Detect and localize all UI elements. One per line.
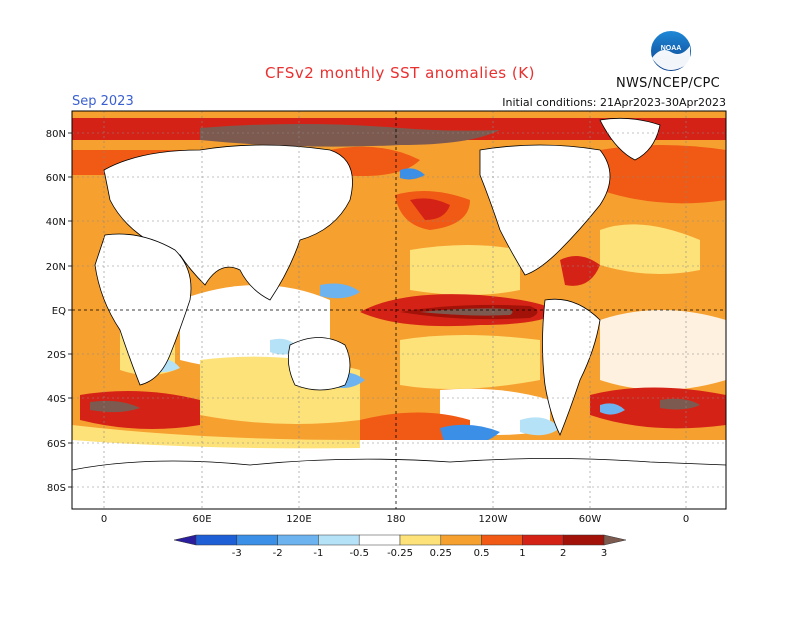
lat-label: 40N — [46, 217, 66, 228]
lon-label: 180 — [386, 514, 405, 525]
colorbar-swatch — [399, 534, 442, 546]
lat-label: 60N — [46, 173, 66, 184]
greenland-land — [599, 117, 661, 161]
colorbar-swatch — [358, 534, 401, 546]
lon-label: 60E — [192, 514, 211, 525]
north-america-land — [479, 144, 611, 276]
land-masses — [72, 117, 726, 509]
antarctica-land — [72, 458, 726, 509]
colorbar-swatch — [236, 534, 278, 546]
lat-label: 40S — [47, 394, 66, 405]
equator-dateline — [72, 111, 726, 509]
africa-land — [94, 233, 192, 386]
lon-label: 60W — [579, 514, 602, 525]
lat-label: EQ — [52, 306, 66, 317]
map-title: CFSv2 monthly SST anomalies (K) — [265, 64, 535, 82]
colorbar-tick-label: 0.5 — [474, 548, 490, 559]
lat-label: 20S — [47, 350, 66, 361]
lon-label: 0 — [683, 514, 689, 525]
forecast-month: Sep 2023 — [72, 94, 134, 109]
lon-labels: 0 60E 120E 180 120W 60W 0 — [101, 514, 689, 525]
colorbar-swatch — [562, 534, 605, 546]
lon-label: 120W — [479, 514, 508, 525]
lat-ticks — [68, 132, 72, 488]
lat-label: 80N — [46, 129, 66, 140]
colorbar-tick-label: -2 — [273, 548, 283, 559]
colorbar-tick-label: -0.5 — [349, 548, 369, 559]
colorbar-swatch — [522, 534, 564, 546]
australia-land — [287, 337, 351, 391]
noaa-logo-text: NOAA — [661, 45, 682, 52]
initial-conditions: Initial conditions: 21Apr2023-30Apr2023 — [502, 96, 726, 109]
lat-labels: 80N 60N 40N 20N EQ 20S 40S 60S 80S — [46, 129, 66, 494]
colorbar-swatch — [195, 534, 238, 546]
colorbar-tick-label: -0.25 — [387, 548, 413, 559]
lat-label: 20N — [46, 262, 66, 273]
colorbar-tick-label: 3 — [601, 548, 607, 559]
gridlines — [72, 111, 726, 509]
colorbar-swatch — [277, 534, 319, 546]
lon-label: 120E — [286, 514, 311, 525]
noaa-logo: NOAA — [649, 29, 693, 73]
colorbar-tick-label: -1 — [313, 548, 323, 559]
south-america-land — [542, 298, 601, 436]
colorbar-swatch — [481, 534, 523, 546]
lat-label: 60S — [47, 439, 66, 450]
lat-label: 80S — [47, 483, 66, 494]
colorbar-tick-label: -3 — [232, 548, 242, 559]
agency-label: NWS/NCEP/CPC — [616, 76, 721, 91]
colorbar-tick-label: 2 — [560, 548, 566, 559]
colorbar-end-high — [603, 534, 627, 546]
colorbar: -3 -2 -1 -0.5 -0.25 0.25 0.5 1 2 3 — [173, 534, 627, 559]
lon-label: 0 — [101, 514, 107, 525]
colorbar-tick-label: 1 — [519, 548, 525, 559]
colorbar-tick-label: 0.25 — [430, 548, 452, 559]
colorbar-swatch — [440, 534, 482, 546]
colorbar-end-low — [173, 534, 197, 546]
colorbar-swatch — [318, 534, 360, 546]
